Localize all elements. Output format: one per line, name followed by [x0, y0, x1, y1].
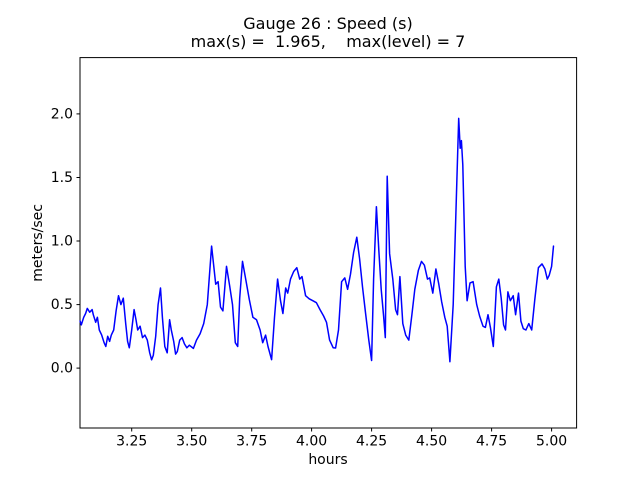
- y-tick-label: 1.5: [51, 170, 73, 186]
- x-tick-label: 4.25: [356, 434, 387, 450]
- x-tick-label: 4.50: [416, 434, 447, 450]
- x-tick-label: 3.25: [116, 434, 147, 450]
- x-axis-ticks: [131, 428, 553, 432]
- y-tick-label: 2.0: [51, 106, 73, 122]
- y-axis-label: meters/sec: [30, 204, 46, 282]
- y-tick-label: 1.0: [51, 234, 73, 250]
- x-tick-label: 3.50: [176, 434, 207, 450]
- chart-subtitle: max(s) = 1.965, max(level) = 7: [191, 32, 466, 51]
- y-tick-label: 0.0: [51, 361, 73, 377]
- x-axis-label: hours: [308, 452, 347, 468]
- x-axis-tick-labels: 3.25 3.50 3.75 4.00 4.25 4.50 4.75 5.00: [116, 434, 567, 450]
- y-axis-tick-labels: 0.0 0.5 1.0 1.5 2.0: [51, 106, 73, 376]
- x-tick-label: 3.75: [236, 434, 267, 450]
- x-tick-label: 4.00: [296, 434, 327, 450]
- plot-border: [79, 57, 578, 429]
- speed-line-series: [79, 117, 555, 363]
- chart-title: Gauge 26 : Speed (s): [243, 14, 412, 33]
- x-tick-label: 5.00: [536, 434, 567, 450]
- y-axis-ticks: [76, 113, 80, 369]
- y-tick-label: 0.5: [51, 297, 73, 313]
- x-tick-label: 4.75: [476, 434, 507, 450]
